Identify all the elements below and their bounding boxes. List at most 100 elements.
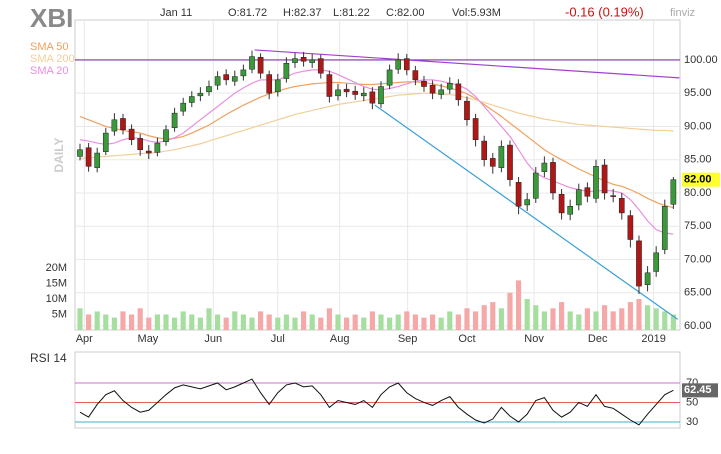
trendline bbox=[254, 49, 680, 79]
volume-bar bbox=[412, 314, 418, 330]
volume-tick-label: 10M bbox=[46, 293, 67, 305]
candle-body bbox=[300, 57, 307, 62]
candle-body bbox=[343, 88, 350, 93]
candle-body bbox=[550, 162, 556, 194]
x-tick-label: 2019 bbox=[641, 333, 665, 345]
volume-bar bbox=[249, 317, 255, 330]
volume-bar bbox=[438, 317, 444, 330]
volume-bar bbox=[610, 311, 616, 330]
volume-bar bbox=[172, 317, 178, 330]
volume-bar bbox=[653, 308, 659, 330]
volume-bar bbox=[619, 308, 625, 330]
volume-bar bbox=[516, 280, 522, 330]
candle-body bbox=[120, 118, 126, 131]
legend-entry: SMA 200 bbox=[30, 53, 75, 65]
volume-bar bbox=[369, 311, 375, 330]
volume-bar bbox=[86, 314, 92, 330]
volume-bar bbox=[421, 317, 427, 330]
candle-body bbox=[489, 158, 496, 167]
y-tick-label: 65.00 bbox=[684, 287, 712, 299]
x-tick-label: May bbox=[138, 333, 159, 345]
timeframe: DAILY bbox=[52, 138, 66, 173]
volume-bar bbox=[344, 317, 350, 330]
volume-bar bbox=[197, 317, 203, 330]
volume-bar bbox=[395, 314, 401, 330]
high: H:82.37 bbox=[283, 7, 322, 19]
candle-body bbox=[618, 198, 625, 214]
volume-bar bbox=[318, 317, 324, 330]
candle-body bbox=[240, 69, 247, 77]
y-tick-label: 75.00 bbox=[684, 220, 712, 232]
candle-body bbox=[197, 92, 204, 97]
y-tick-label: 70.00 bbox=[684, 253, 712, 265]
volume-tick-label: 15M bbox=[46, 277, 67, 289]
candle-body bbox=[481, 140, 488, 160]
candle-body bbox=[206, 86, 212, 93]
candle-body bbox=[661, 206, 668, 250]
candle-body bbox=[128, 128, 135, 140]
candle-body bbox=[541, 162, 548, 172]
volume-bar bbox=[335, 314, 341, 330]
volume-bar bbox=[662, 311, 668, 330]
change: -0.16 (0.19%) bbox=[565, 4, 644, 19]
candle-body bbox=[593, 166, 599, 199]
volume-bar bbox=[636, 299, 642, 330]
x-tick-label: Apr bbox=[76, 333, 93, 345]
last-price-label: 82.00 bbox=[684, 174, 712, 186]
candle-body bbox=[274, 79, 281, 93]
y-tick-label: 100.00 bbox=[684, 54, 718, 66]
y-tick-label: 90.00 bbox=[684, 120, 712, 132]
low: L:81.22 bbox=[333, 7, 370, 19]
volume-bar bbox=[455, 314, 461, 330]
candle-body bbox=[395, 59, 402, 70]
candle-body bbox=[412, 70, 419, 81]
volume-bar bbox=[447, 311, 453, 330]
volume-bar bbox=[352, 314, 358, 330]
volume-bar bbox=[387, 317, 393, 330]
candle-body bbox=[670, 179, 677, 205]
symbol: XBI bbox=[30, 3, 73, 33]
candle-body bbox=[464, 100, 470, 121]
candle-body bbox=[77, 149, 83, 157]
volume-bar bbox=[206, 308, 212, 330]
y-tick-label: 85.00 bbox=[684, 154, 712, 166]
candle-body bbox=[257, 57, 264, 74]
trendline bbox=[374, 104, 679, 320]
candle-body bbox=[111, 119, 118, 132]
volume-bar bbox=[524, 299, 530, 330]
candle-body bbox=[214, 76, 221, 86]
volume-bar bbox=[507, 292, 513, 330]
candle-body bbox=[507, 144, 513, 180]
volume-bar bbox=[103, 314, 109, 330]
volume-bar bbox=[215, 314, 221, 330]
volume-bar bbox=[464, 308, 470, 330]
volume-bar bbox=[154, 314, 160, 330]
candle-body bbox=[266, 74, 273, 94]
candle-body bbox=[171, 112, 178, 129]
plot-frame bbox=[74, 19, 681, 331]
candle-body bbox=[137, 138, 144, 150]
open: O:81.72 bbox=[228, 7, 267, 19]
volume-bar bbox=[559, 302, 565, 330]
volume-bar bbox=[94, 311, 100, 330]
volume-bar bbox=[326, 308, 332, 330]
candle-body bbox=[188, 96, 195, 103]
volume-bar bbox=[240, 314, 246, 330]
rsi-tick-label: 50 bbox=[686, 396, 698, 408]
logo[interactable]: finviz bbox=[670, 7, 695, 19]
volume-bar bbox=[111, 317, 117, 330]
volume-bar bbox=[361, 317, 367, 330]
candle-body bbox=[446, 82, 453, 90]
candle-body bbox=[386, 69, 393, 86]
y-tick-label: 80.00 bbox=[684, 187, 712, 199]
volume-bar bbox=[189, 314, 195, 330]
volume-tick-label: 5M bbox=[52, 308, 67, 320]
candle-body bbox=[532, 172, 539, 199]
volume-bar bbox=[550, 308, 556, 330]
moving-average bbox=[79, 69, 674, 235]
volume-bar bbox=[498, 308, 504, 330]
candle-body bbox=[403, 58, 410, 71]
candle-body bbox=[558, 194, 565, 214]
x-tick-label: Jun bbox=[204, 333, 222, 345]
